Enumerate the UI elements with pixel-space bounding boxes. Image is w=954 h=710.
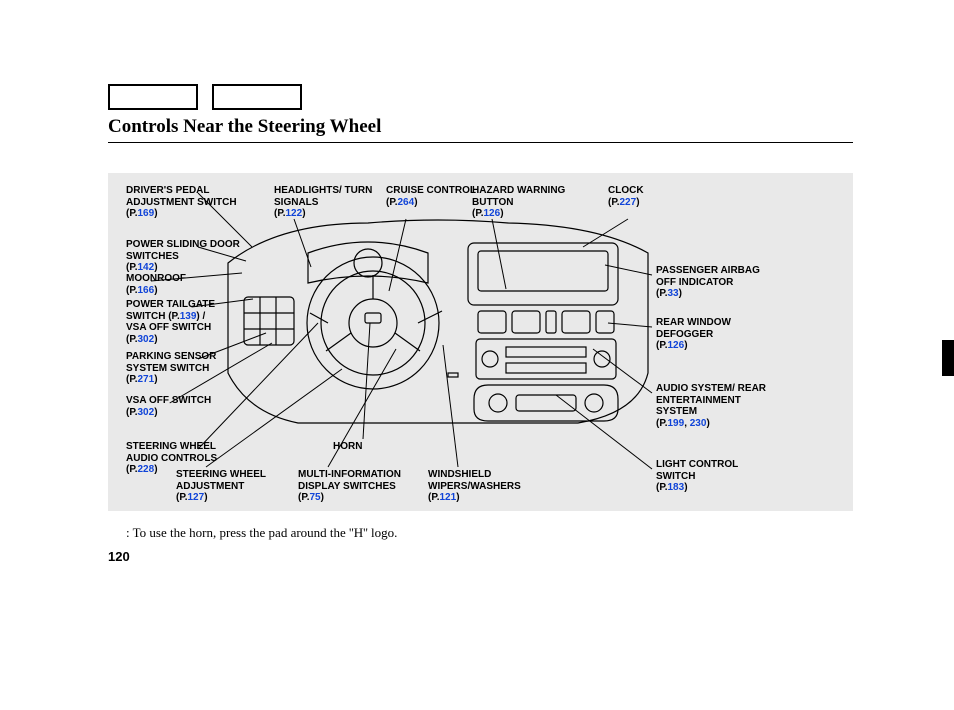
- callout-label: DRIVER'S PEDAL ADJUSTMENT SWITCH(P.169): [126, 185, 246, 220]
- side-tab-icon: [942, 340, 954, 376]
- callout-label: WINDSHIELD WIPERS/WASHERS(P.121): [428, 469, 548, 504]
- callout-label: HEADLIGHTS/ TURN SIGNALS(P.122): [274, 185, 394, 220]
- callout-label: HAZARD WARNING BUTTON(P.126): [472, 185, 592, 220]
- callout-label: VSA OFF SWITCH(P.302): [126, 395, 211, 418]
- callout-label: REAR WINDOW DEFOGGER(P.126): [656, 317, 776, 352]
- callout-label: MOONROOF(P.166): [126, 273, 186, 296]
- callout-label: CRUISE CONTROL(P.264): [386, 185, 476, 208]
- callout-label: MULTI-INFORMATION DISPLAY SWITCHES(P.75): [298, 469, 418, 504]
- callout-label: POWER SLIDING DOOR SWITCHES(P.142): [126, 239, 246, 274]
- header-boxes: [108, 84, 853, 110]
- header-box-2: [212, 84, 302, 110]
- header-box-1: [108, 84, 198, 110]
- callout-label: CLOCK(P.227): [608, 185, 644, 208]
- footnote-text: : To use the horn, press the pad around …: [126, 525, 853, 541]
- callout-label: HORN: [333, 441, 383, 453]
- callout-label: LIGHT CONTROL SWITCH(P.183): [656, 459, 776, 494]
- callout-label: PARKING SENSOR SYSTEM SWITCH(P.271): [126, 351, 246, 386]
- diagram-area: DRIVER'S PEDAL ADJUSTMENT SWITCH(P.169) P…: [108, 173, 853, 511]
- callout-label: AUDIO SYSTEM/ REAR ENTERTAINMENT SYSTEM(…: [656, 383, 776, 429]
- dashboard-illustration: [218, 213, 658, 443]
- page-content: Controls Near the Steering Wheel: [108, 84, 853, 564]
- callout-label: STEERING WHEEL ADJUSTMENT(P.127): [176, 469, 296, 504]
- page-title: Controls Near the Steering Wheel: [108, 116, 853, 143]
- callout-label: PASSENGER AIRBAG OFF INDICATOR(P.33): [656, 265, 776, 300]
- page-number: 120: [108, 549, 853, 564]
- callout-label: POWER TAILGATE SWITCH (P.139) /VSA OFF S…: [126, 299, 246, 345]
